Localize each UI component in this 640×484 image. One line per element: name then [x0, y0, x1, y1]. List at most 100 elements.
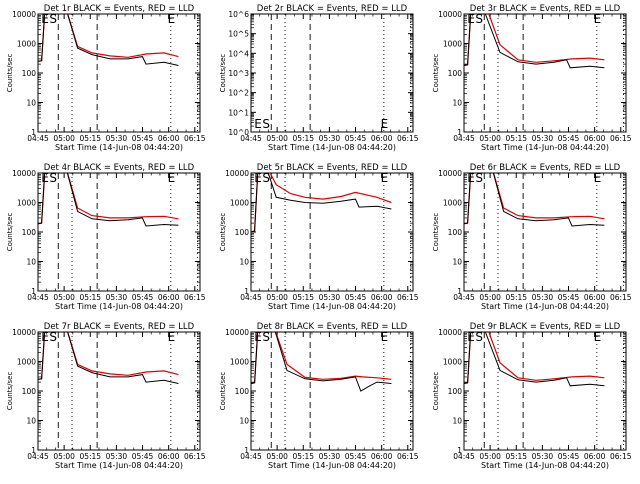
y-tick-label: 1000 — [443, 358, 462, 367]
x-tick-label: 06:00 — [584, 452, 606, 461]
y-axis-label: Counts/sec — [6, 372, 14, 411]
y-tick-label: 10 — [26, 417, 36, 426]
x-tick-label: 06:00 — [371, 293, 393, 302]
event-marker-letter: E — [467, 330, 475, 344]
x-tick-label: 06:00 — [371, 452, 393, 461]
x-tick-label: 04:45 — [27, 293, 49, 302]
x-tick-label: 05:30 — [106, 452, 128, 461]
x-tick-label: 06:15 — [610, 293, 632, 302]
y-tick-label: 10000 — [12, 10, 36, 19]
panel-det-7: Det 7r BLACK = Events, RED = LLD 1 10 100 10… — [6, 322, 206, 470]
panel-det-6: Det 6r BLACK = Events, RED = LLD 1 10 100 10… — [432, 163, 632, 311]
x-tick-label: 05:45 — [132, 293, 154, 302]
series-events-line — [464, 14, 605, 69]
x-tick-label: 06:00 — [584, 134, 606, 143]
x-tick-label: 04:45 — [240, 293, 262, 302]
event-marker-letter: E — [467, 12, 475, 26]
x-tick-label: 05:45 — [345, 452, 367, 461]
x-tick-label: 05:30 — [532, 452, 554, 461]
y-tick-label: 1000 — [17, 40, 36, 49]
event-marker-letter: S — [49, 12, 57, 26]
series-events-line — [251, 173, 392, 233]
x-axis-label: Start Time (14-Jun-08 04:44:20) — [481, 143, 609, 152]
event-marker-letter: E — [254, 117, 262, 131]
y-tick-label: 1 — [31, 446, 36, 455]
x-tick-label: 05:00 — [479, 134, 501, 143]
y-tick-label: 10^1 — [228, 108, 249, 117]
event-marker-letter: S — [262, 330, 270, 344]
y-tick-label: 100 — [22, 69, 37, 78]
x-tick-label: 05:15 — [505, 293, 527, 302]
panel-title: Det 1r BLACK = Events, RED = LLD — [44, 4, 195, 14]
y-axis-label: Counts/sec — [219, 213, 227, 252]
y-tick-label: 10000 — [438, 169, 462, 178]
x-tick-label: 06:15 — [184, 134, 206, 143]
x-tick-label: 05:45 — [558, 293, 580, 302]
x-tick-label: 04:45 — [453, 134, 475, 143]
y-tick-label: 10000 — [438, 328, 462, 337]
y-tick-label: 10^5 — [228, 30, 249, 39]
x-tick-label: 05:00 — [266, 293, 288, 302]
x-tick-label: 05:45 — [345, 293, 367, 302]
x-tick-label: 05:15 — [292, 134, 314, 143]
x-tick-label: 05:15 — [79, 134, 101, 143]
x-tick-label: 05:30 — [319, 134, 341, 143]
event-marker-letter: S — [475, 171, 483, 185]
y-tick-label: 1 — [457, 446, 462, 455]
event-marker-letter: E — [381, 117, 389, 131]
y-tick-label: 1 — [457, 287, 462, 296]
panel-det-1: Det 1r BLACK = Events, RED = LLD 1 10 100 10… — [6, 4, 206, 152]
series-events-line — [464, 332, 605, 387]
y-axis-label: Counts/sec — [432, 54, 440, 93]
y-tick-label: 10 — [26, 258, 36, 267]
x-tick-label: 04:45 — [27, 452, 49, 461]
panel-det-9: Det 9r BLACK = Events, RED = LLD 1 10 100 10… — [432, 322, 632, 470]
x-tick-label: 05:45 — [558, 134, 580, 143]
x-tick-label: 06:15 — [397, 452, 419, 461]
x-axis-label: Start Time (14-Jun-08 04:44:20) — [481, 461, 609, 470]
y-tick-label: 100 — [22, 228, 37, 237]
series-events-line — [38, 332, 179, 384]
plot-frame — [463, 172, 627, 292]
x-axis-label: Start Time (14-Jun-08 04:44:20) — [55, 143, 183, 152]
plot-frame — [37, 331, 201, 451]
x-axis-label: Start Time (14-Jun-08 04:44:20) — [268, 461, 396, 470]
panel-det-5: Det 5r BLACK = Events, RED = LLD 1 10 100 10… — [219, 163, 419, 311]
y-axis-label: Counts/sec — [219, 372, 227, 411]
y-tick-label: 100 — [448, 387, 463, 396]
y-tick-label: 1 — [457, 128, 462, 137]
y-tick-label: 100 — [22, 387, 37, 396]
plot-frame — [463, 331, 627, 451]
plot-frame — [463, 13, 627, 133]
y-tick-label: 10^3 — [228, 69, 249, 78]
x-tick-label: 04:45 — [240, 452, 262, 461]
x-tick-label: 06:00 — [371, 134, 393, 143]
x-tick-label: 04:45 — [453, 452, 475, 461]
x-tick-label: 04:45 — [453, 293, 475, 302]
series-events-line — [38, 173, 179, 227]
x-tick-label: 06:00 — [158, 293, 180, 302]
x-tick-label: 05:15 — [79, 293, 101, 302]
event-marker-letter: E — [594, 330, 602, 344]
x-tick-label: 06:15 — [184, 293, 206, 302]
panel-det-4: Det 4r BLACK = Events, RED = LLD 1 10 100 10… — [6, 163, 206, 311]
series-events-line — [464, 173, 605, 227]
panel-title: Det 8r BLACK = Events, RED = LLD — [257, 322, 408, 332]
y-tick-label: 10 — [452, 258, 462, 267]
y-tick-label: 10000 — [438, 10, 462, 19]
y-tick-label: 100 — [235, 228, 250, 237]
y-axis-label: Counts/sec — [432, 372, 440, 411]
panel-title: Det 2r BLACK = Events, RED = LLD — [257, 4, 408, 14]
x-axis-label: Start Time (14-Jun-08 04:44:20) — [55, 461, 183, 470]
y-tick-label: 100 — [235, 387, 250, 396]
y-axis-label: Counts/sec — [6, 213, 14, 252]
event-marker-letter: E — [41, 12, 49, 26]
y-tick-label: 1000 — [230, 358, 249, 367]
y-tick-label: 1 — [31, 287, 36, 296]
x-tick-label: 05:00 — [479, 452, 501, 461]
y-tick-label: 10 — [452, 417, 462, 426]
panel-title: Det 9r BLACK = Events, RED = LLD — [470, 322, 621, 332]
x-tick-label: 05:30 — [319, 452, 341, 461]
x-tick-label: 05:15 — [79, 452, 101, 461]
